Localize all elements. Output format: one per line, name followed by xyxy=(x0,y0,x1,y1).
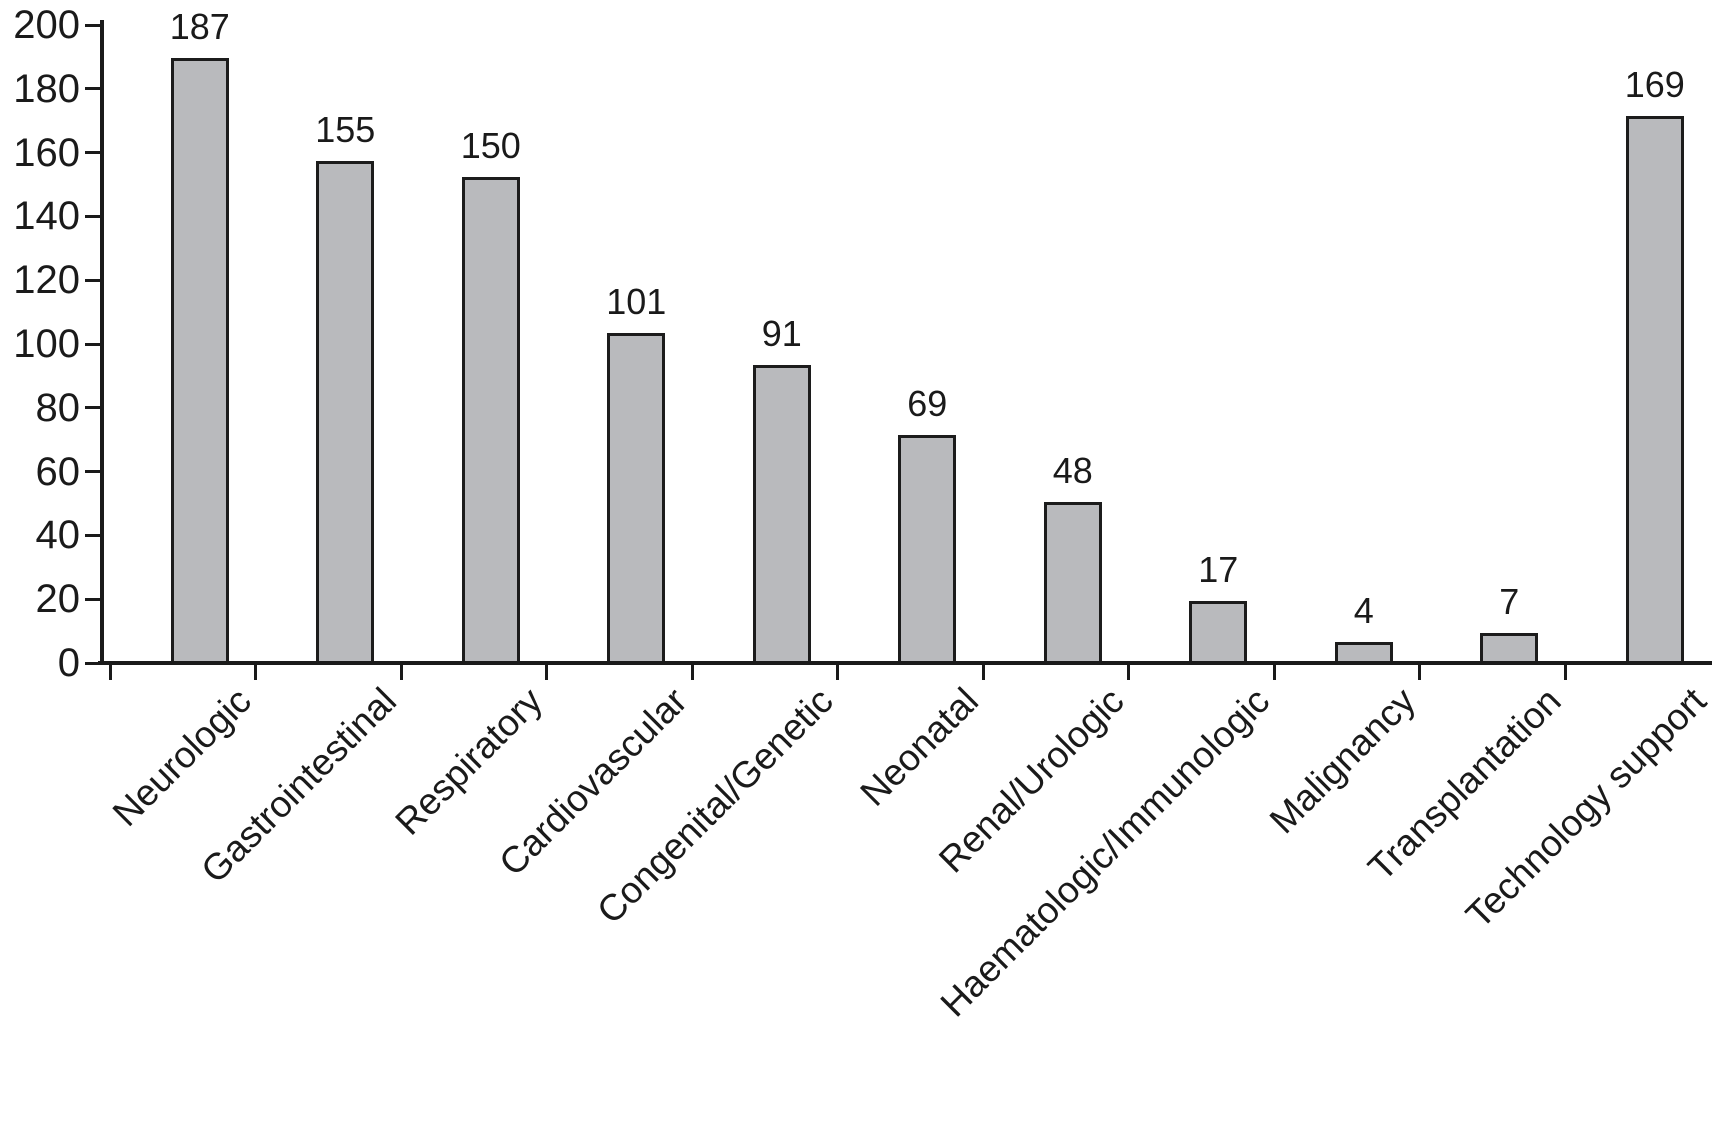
y-axis-tick xyxy=(85,23,100,27)
bar xyxy=(1625,115,1684,663)
bar xyxy=(1334,642,1393,663)
bar-value-label: 4 xyxy=(1353,590,1374,632)
y-axis-tick xyxy=(85,87,100,91)
bar xyxy=(1189,600,1248,663)
x-axis-category-label: Technology support xyxy=(1457,680,1712,936)
x-axis-tick xyxy=(399,665,403,680)
y-axis-tick xyxy=(85,597,100,601)
bar xyxy=(1043,501,1102,663)
y-axis-tick-label: 100 xyxy=(13,322,80,366)
y-axis-tick-label: 200 xyxy=(13,3,80,47)
y-axis-tick-label: 120 xyxy=(13,258,80,303)
y-axis-tick-label: 0 xyxy=(57,641,80,685)
x-axis-tick xyxy=(1563,665,1567,680)
y-axis-tick-label: 60 xyxy=(35,449,81,494)
bar xyxy=(607,332,666,663)
bar xyxy=(752,364,811,663)
x-axis-category-label: Malignancy xyxy=(1261,680,1423,842)
x-axis-tick xyxy=(1418,665,1421,680)
y-axis-tick xyxy=(85,406,100,410)
bar-value-label: 101 xyxy=(606,280,667,322)
y-axis-tick xyxy=(85,661,100,665)
y-axis-tick xyxy=(85,151,100,155)
bar xyxy=(1480,632,1539,663)
x-axis-line xyxy=(98,661,1712,665)
bar-value-label: 48 xyxy=(1052,449,1093,491)
bar-value-label: 155 xyxy=(315,108,376,150)
y-axis-line xyxy=(100,20,104,665)
bar xyxy=(461,176,520,663)
y-axis-tick-label: 140 xyxy=(13,194,80,239)
x-axis-tick xyxy=(254,665,257,680)
y-axis-tick xyxy=(85,278,100,282)
x-axis-tick xyxy=(690,665,694,680)
y-axis-tick-label: 80 xyxy=(35,385,81,430)
y-axis-tick xyxy=(85,533,100,537)
y-axis-tick-label: 160 xyxy=(13,130,80,175)
bar-value-label: 91 xyxy=(761,312,802,354)
x-axis-category-label: Neonatal xyxy=(852,680,987,814)
y-axis-tick xyxy=(85,214,100,218)
x-axis-tick xyxy=(545,665,548,680)
x-axis-tick xyxy=(108,665,112,680)
x-axis-tick xyxy=(836,665,839,680)
y-axis-tick xyxy=(85,470,100,474)
bar xyxy=(898,434,957,663)
y-axis-tick xyxy=(85,342,100,346)
bar-value-label: 169 xyxy=(1624,63,1685,105)
bar xyxy=(170,58,229,663)
x-axis-tick xyxy=(1127,665,1130,680)
y-axis-tick-label: 20 xyxy=(35,577,81,622)
x-axis-category-label: Neurologic xyxy=(104,680,259,835)
y-axis-tick-label: 180 xyxy=(13,66,80,111)
bar-value-label: 69 xyxy=(907,382,948,424)
x-axis-tick xyxy=(1272,665,1276,680)
bar-value-label: 7 xyxy=(1499,580,1520,622)
bar-value-label: 150 xyxy=(460,124,521,166)
y-axis-tick-label: 40 xyxy=(35,513,81,558)
x-axis-tick xyxy=(981,665,985,680)
bar-value-label: 187 xyxy=(169,6,230,48)
bar xyxy=(316,160,375,663)
bar-value-label: 17 xyxy=(1198,548,1239,590)
